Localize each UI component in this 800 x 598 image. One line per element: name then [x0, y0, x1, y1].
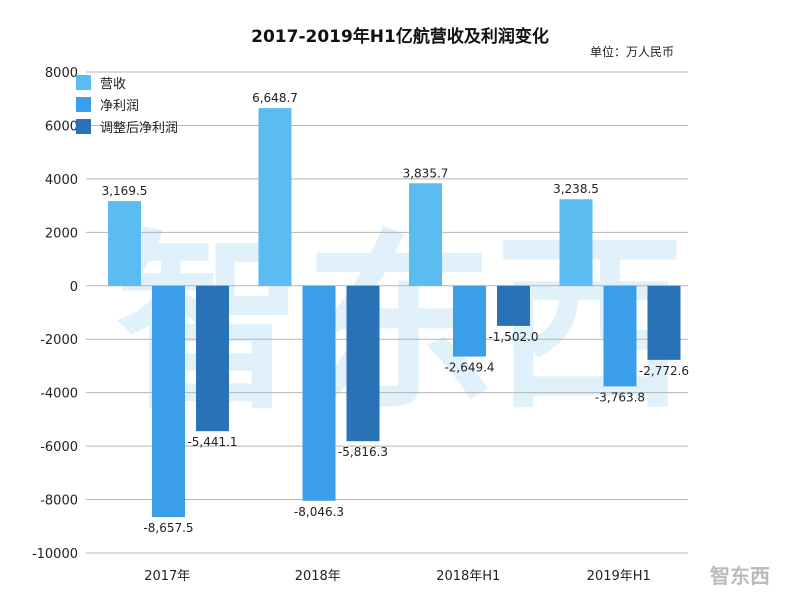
data-label: -5,816.3: [338, 445, 388, 459]
x-tick-label: 2018年: [295, 569, 341, 584]
y-tick-label: 0: [70, 280, 78, 295]
bar-营收: [258, 108, 292, 286]
bar-调整后净利润: [497, 285, 530, 326]
bar-营收: [409, 183, 442, 286]
bar-调整后净利润: [346, 285, 380, 442]
y-tick-label: 2000: [45, 226, 78, 241]
legend-swatch: [76, 75, 91, 90]
data-label: -5,441.1: [187, 435, 237, 449]
bar-净利润: [152, 285, 185, 518]
legend-label: 营收: [100, 77, 126, 92]
y-tick-label: -4000: [40, 387, 78, 402]
x-tick-label: 2018年H1: [436, 569, 500, 584]
y-tick-label: 6000: [45, 119, 78, 134]
y-tick-label: 8000: [45, 66, 78, 81]
data-label: -3,763.8: [595, 390, 645, 404]
bar-调整后净利润: [196, 285, 229, 432]
y-tick-label: -10000: [32, 547, 78, 562]
chart-title: 2017-2019年H1亿航营收及利润变化: [251, 26, 549, 47]
bar-净利润: [453, 285, 486, 357]
data-label: 3,238.5: [553, 182, 599, 196]
y-tick-label: -2000: [40, 333, 78, 348]
y-tick-label: -8000: [40, 494, 78, 509]
legend-swatch: [76, 97, 91, 112]
data-label: -8,657.5: [143, 521, 193, 535]
data-label: 3,835.7: [403, 166, 449, 180]
x-tick-label: 2017年: [144, 569, 190, 584]
legend-label: 净利润: [100, 99, 139, 114]
data-label: 3,169.5: [102, 184, 148, 198]
bar-调整后净利润: [647, 285, 681, 360]
logo: 智东西: [710, 564, 770, 588]
y-tick-label: 4000: [45, 173, 78, 188]
bar-营收: [559, 199, 593, 286]
y-tick-label: -6000: [40, 440, 78, 455]
legend-swatch: [76, 119, 91, 134]
data-label: -2,649.4: [444, 361, 494, 375]
data-label: -8,046.3: [294, 505, 344, 519]
x-tick-label: 2019年H1: [587, 569, 651, 584]
legend-label: 调整后净利润: [100, 121, 178, 136]
data-label: -2,772.6: [639, 364, 689, 378]
unit-label: 单位：万人民币: [590, 44, 674, 59]
data-label: -1,502.0: [488, 330, 538, 344]
bar-净利润: [603, 285, 637, 387]
bar-净利润: [302, 285, 336, 501]
data-label: 6,648.7: [252, 91, 298, 105]
bar-营收: [108, 201, 141, 286]
